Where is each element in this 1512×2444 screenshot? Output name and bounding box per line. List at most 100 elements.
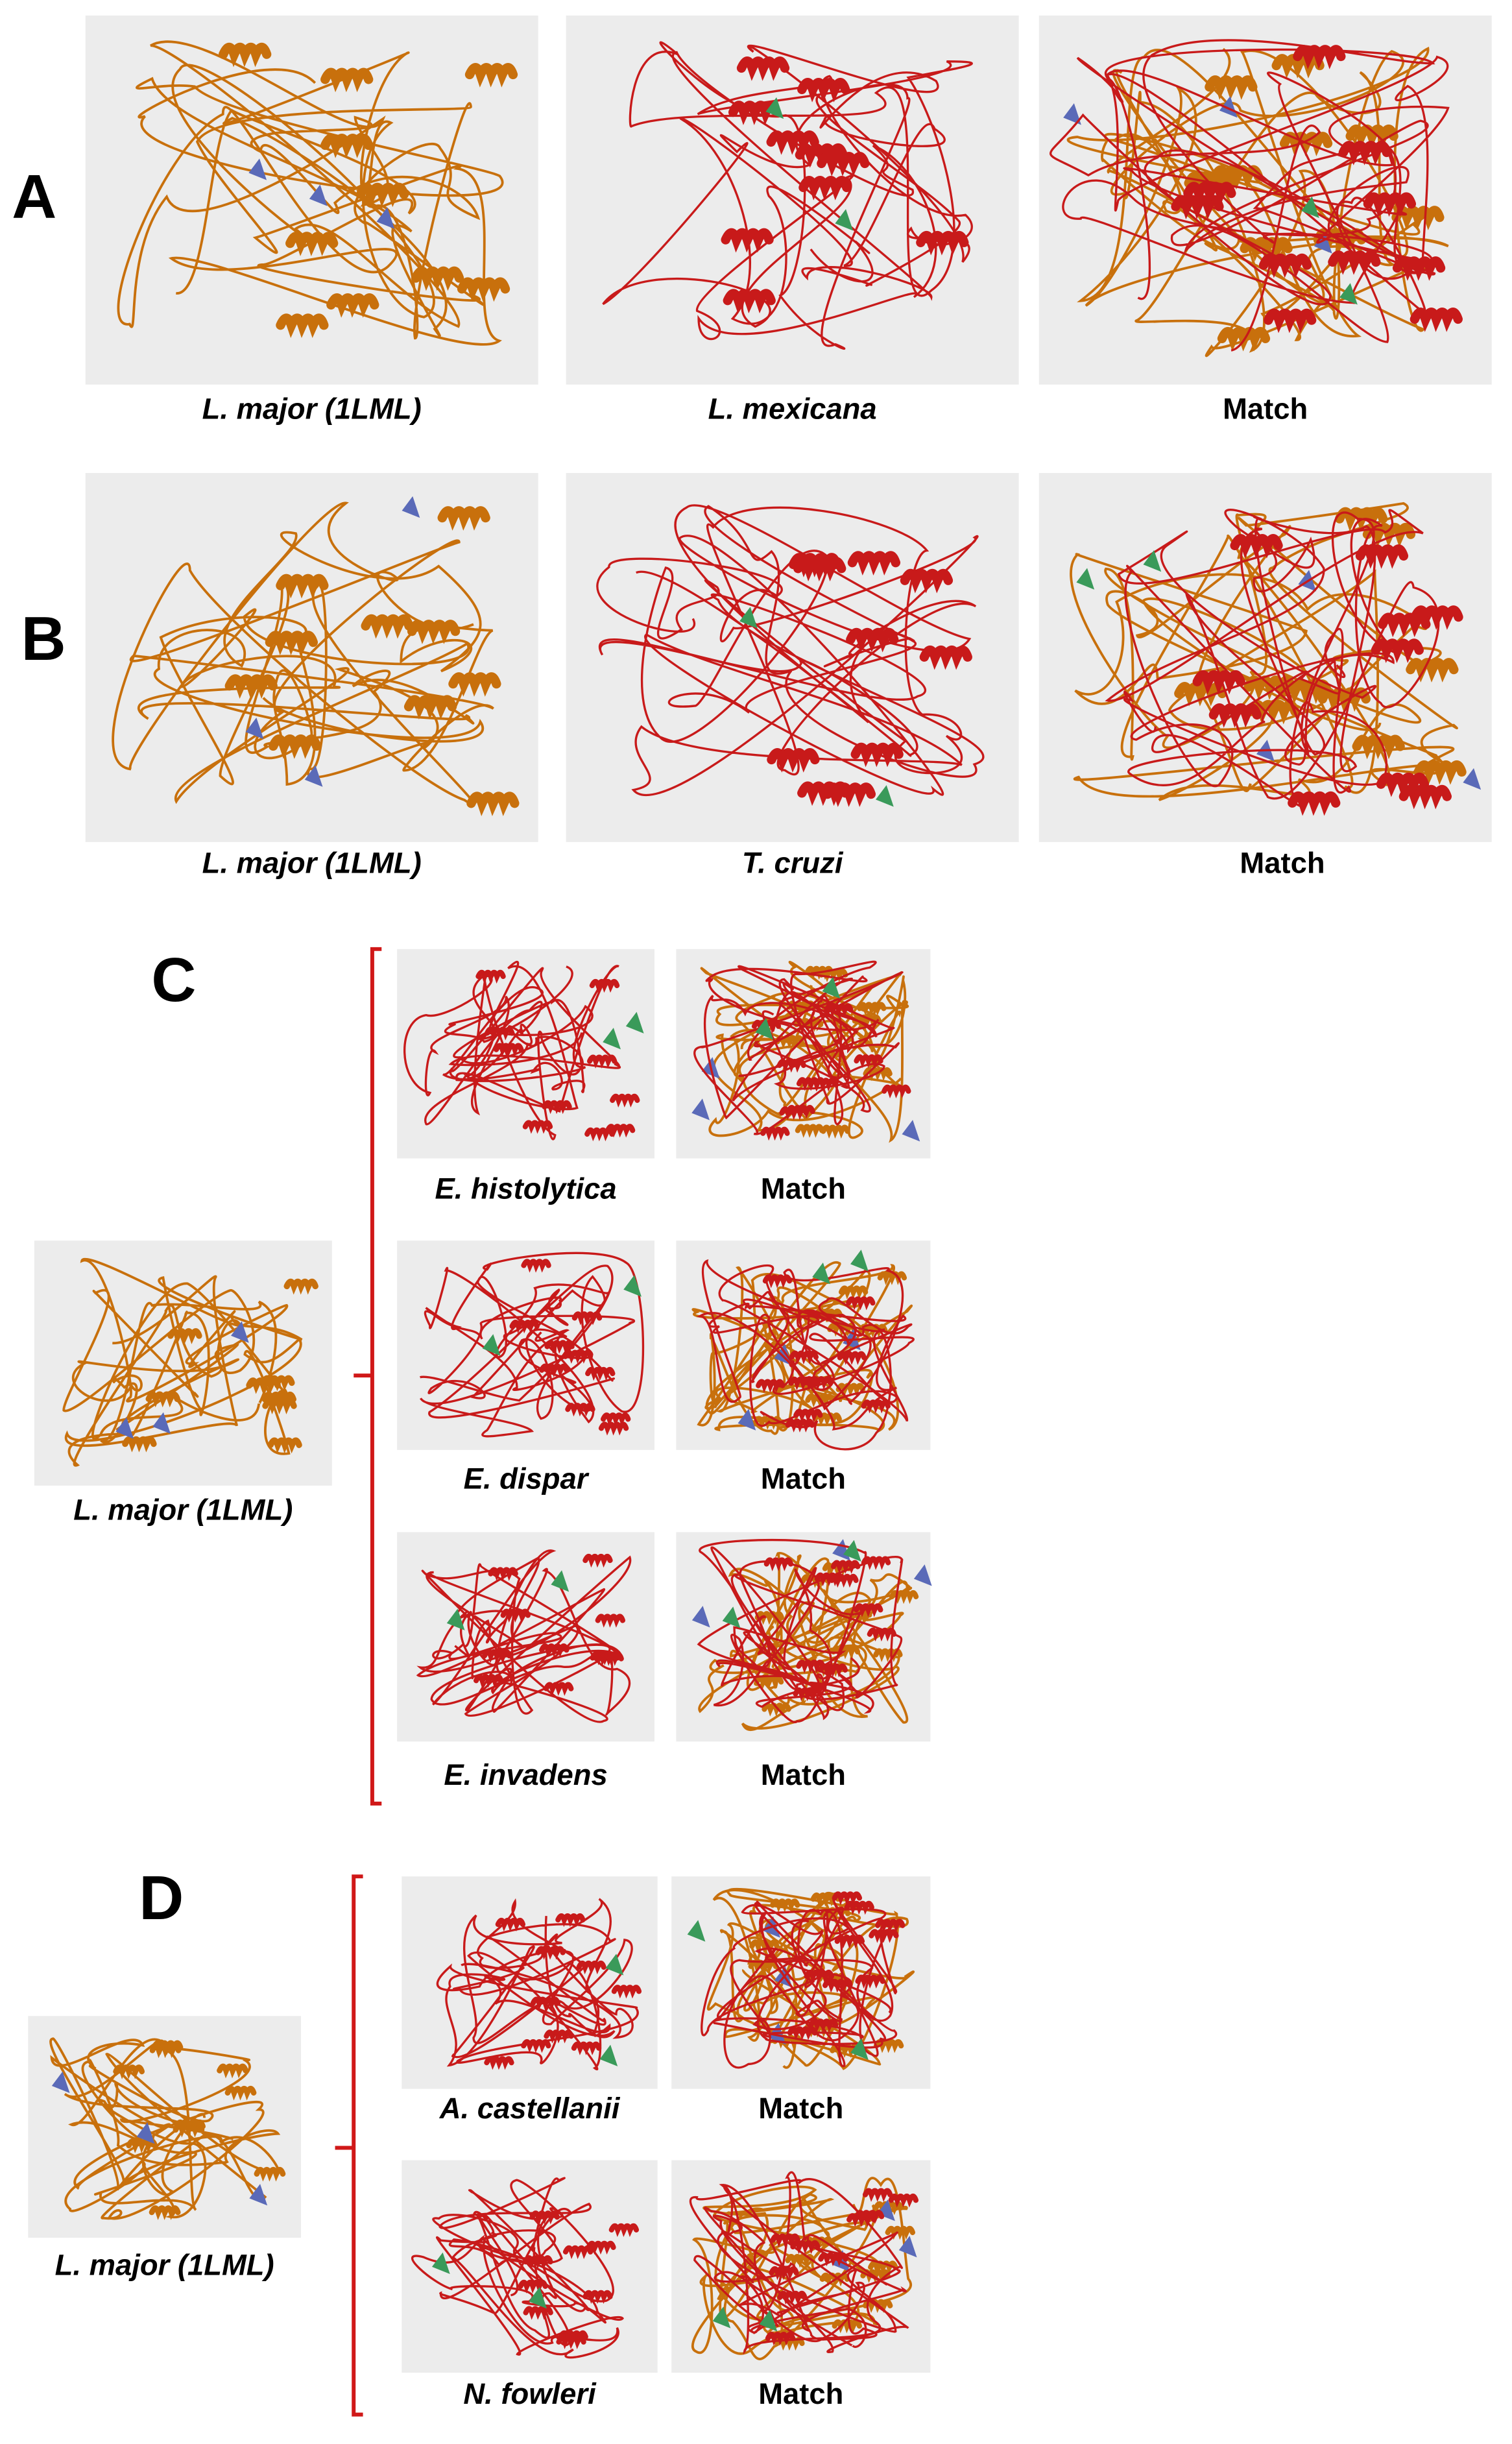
helix: [777, 2290, 808, 2305]
accent: [402, 496, 420, 518]
helix: [804, 1970, 835, 1984]
accent: [822, 976, 841, 999]
helix: [475, 969, 506, 984]
helix: [838, 1285, 869, 1300]
helix: [407, 620, 461, 644]
helix: [837, 1351, 867, 1365]
helix: [267, 1437, 302, 1454]
caption: E. histolytica: [435, 1172, 617, 1205]
caption: E. invadens: [444, 1758, 607, 1791]
accent: [812, 1263, 830, 1285]
structure-image: [402, 1876, 658, 2089]
helix: [1258, 254, 1312, 278]
helix: [822, 1979, 853, 1993]
helix: [873, 2039, 904, 2053]
helix: [857, 1002, 887, 1016]
helix: [762, 1702, 791, 1717]
helix: [224, 2086, 257, 2101]
helix: [830, 1645, 861, 1660]
accent: [898, 2236, 917, 2258]
accent: [843, 1540, 861, 1562]
helix: [766, 130, 819, 155]
helix: [595, 1614, 626, 1628]
helix: [762, 1274, 793, 1289]
backbone: [696, 1259, 915, 1451]
helix: [224, 674, 278, 699]
helix: [818, 1664, 848, 1678]
helix: [916, 231, 969, 256]
helix: [320, 67, 374, 93]
helix: [590, 1651, 620, 1665]
helix: [555, 1913, 586, 1928]
accent: [739, 607, 758, 629]
helix: [326, 293, 379, 318]
helix: [835, 1383, 865, 1397]
helix: [269, 734, 322, 759]
helix: [576, 1961, 606, 1975]
caption: A. castellanii: [439, 2092, 621, 2125]
helix: [1413, 760, 1467, 785]
caption: L. major (1LML): [55, 2249, 274, 2282]
helix: [824, 1003, 854, 1017]
helix: [779, 1106, 809, 1120]
accent: [691, 1098, 710, 1120]
helix: [481, 1649, 512, 1664]
helix: [246, 1377, 281, 1394]
helix: [798, 176, 852, 200]
accent: [876, 785, 894, 807]
accent: [1301, 196, 1319, 219]
helix: [1208, 703, 1262, 728]
helix: [611, 1985, 642, 1999]
backbone: [436, 1898, 639, 2071]
helix: [523, 2255, 553, 2269]
helix: [539, 1363, 570, 1377]
helix: [539, 1643, 570, 1658]
accent: [603, 1028, 621, 1050]
helix: [728, 101, 782, 125]
helix: [854, 1054, 883, 1069]
accent: [913, 1564, 932, 1586]
helix: [494, 1043, 524, 1057]
caption: N. fowleri: [463, 2377, 597, 2410]
caption: Match: [761, 1462, 846, 1495]
caption: L. major (1LML): [202, 392, 422, 425]
backbone: [420, 1252, 645, 1438]
helix: [1230, 534, 1283, 559]
helix: [1271, 54, 1325, 79]
helix: [1243, 675, 1297, 700]
backbone: [62, 1258, 303, 1467]
helix: [754, 1675, 784, 1689]
helix: [796, 1660, 826, 1674]
helix: [844, 1900, 874, 1915]
helix: [888, 2194, 919, 2208]
backbone: [691, 1261, 913, 1435]
accent: [1339, 283, 1358, 305]
helix: [776, 1059, 806, 1073]
helix: [867, 1627, 897, 1642]
helix: [562, 2245, 594, 2259]
helix: [877, 1271, 907, 1285]
helix: [789, 1350, 819, 1364]
helix: [464, 63, 518, 88]
helix: [355, 182, 409, 208]
helix: [1210, 165, 1264, 190]
accent: [605, 1954, 624, 1976]
accent: [877, 2199, 895, 2221]
backbone: [701, 1898, 898, 2069]
helix: [285, 232, 339, 256]
accent: [51, 2071, 70, 2094]
helix: [584, 1127, 615, 1142]
helix: [1171, 195, 1224, 220]
helix: [846, 628, 899, 653]
helix: [544, 2029, 574, 2044]
helix: [875, 1918, 906, 1933]
helix: [562, 1349, 594, 1364]
accent: [431, 2252, 450, 2275]
helix: [830, 1560, 861, 1574]
helix: [769, 2266, 799, 2281]
helix: [586, 1054, 618, 1069]
helix: [571, 1311, 603, 1325]
accent: [376, 207, 395, 229]
accent: [1463, 768, 1482, 790]
helix: [793, 1409, 823, 1423]
